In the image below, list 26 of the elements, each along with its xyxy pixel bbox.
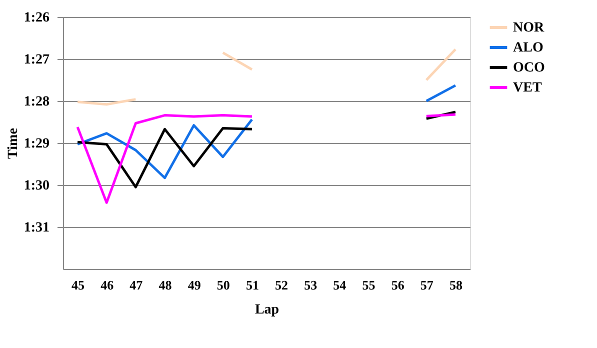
y-tick-label: 1:26 (24, 10, 50, 26)
x-tick-label: 52 (275, 278, 288, 292)
legend-label: VET (513, 80, 542, 96)
legend-label: OCO (513, 60, 545, 76)
y-tick-label: 1:28 (24, 94, 50, 110)
y-tick-label: 1:27 (24, 52, 50, 68)
x-tick-label: 46 (100, 278, 114, 292)
x-tick-label: 54 (333, 278, 347, 292)
x-tick-label: 49 (188, 278, 202, 292)
y-tick-label: 1:29 (24, 136, 50, 152)
x-tick-label: 53 (304, 278, 318, 292)
legend-label: ALO (513, 40, 544, 56)
x-axis-title: Lap (254, 302, 280, 318)
x-tick-label: 50 (216, 278, 230, 292)
x-tick-label: 57 (420, 278, 434, 292)
x-tick-label: 56 (391, 278, 405, 292)
x-tick-label: 48 (158, 278, 172, 292)
x-tick-label: 55 (362, 278, 376, 292)
x-tick-label: 45 (72, 278, 86, 292)
y-tick-label: 1:30 (24, 178, 50, 194)
x-tick-label: 47 (130, 278, 144, 292)
x-tick-label: 58 (449, 278, 463, 292)
y-axis-title: Time (6, 128, 21, 159)
y-tick-label: 1:31 (24, 220, 50, 236)
legend-label: NOR (513, 20, 545, 36)
x-tick-label: 51 (246, 278, 259, 292)
